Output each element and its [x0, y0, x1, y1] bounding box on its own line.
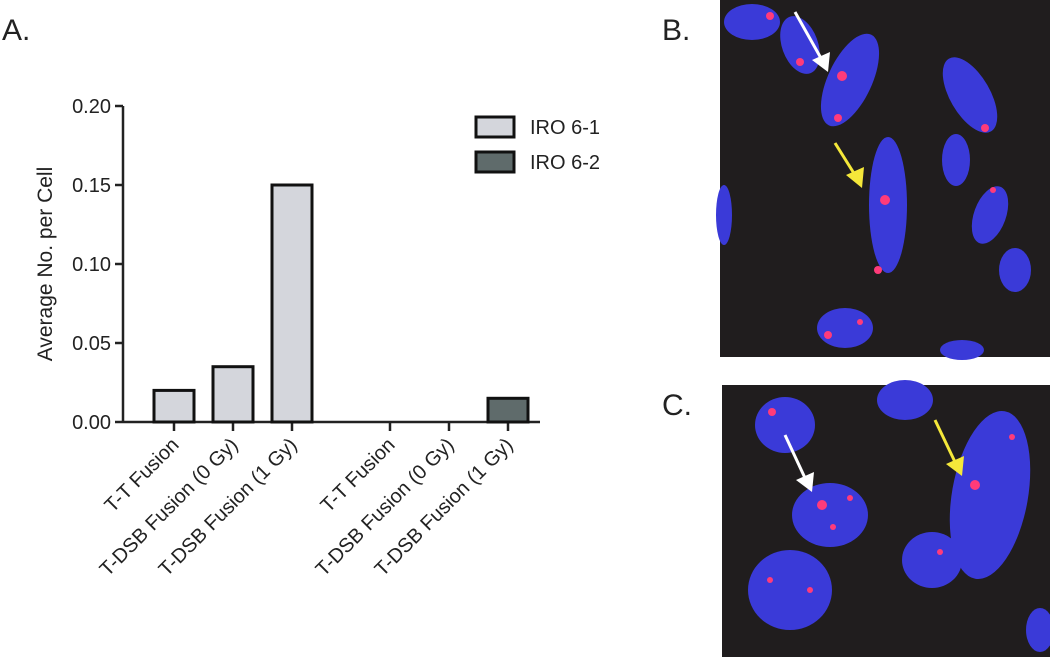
panel-label: A.	[2, 14, 30, 47]
y-axis-label: Average No. per Cell	[34, 167, 57, 362]
legend-swatch	[474, 115, 516, 139]
legend-label: IRO 6-1	[530, 117, 600, 139]
y-tick-label: 0.15	[72, 175, 111, 197]
legend-label: IRO 6-2	[530, 152, 600, 174]
bar	[486, 396, 530, 424]
panel-label: B.	[662, 14, 690, 47]
bar	[211, 365, 255, 424]
y-tick-label: 0.20	[72, 96, 111, 118]
y-tick-label: 0.10	[72, 254, 111, 276]
micrograph-c	[722, 380, 1050, 657]
bar	[270, 183, 314, 424]
legend-swatch	[474, 150, 516, 174]
panel-label: C.	[662, 389, 692, 422]
micrograph-b	[716, 0, 1050, 360]
y-tick-label: 0.05	[72, 333, 111, 355]
bar	[152, 388, 196, 424]
y-tick-label: 0.00	[72, 412, 111, 434]
